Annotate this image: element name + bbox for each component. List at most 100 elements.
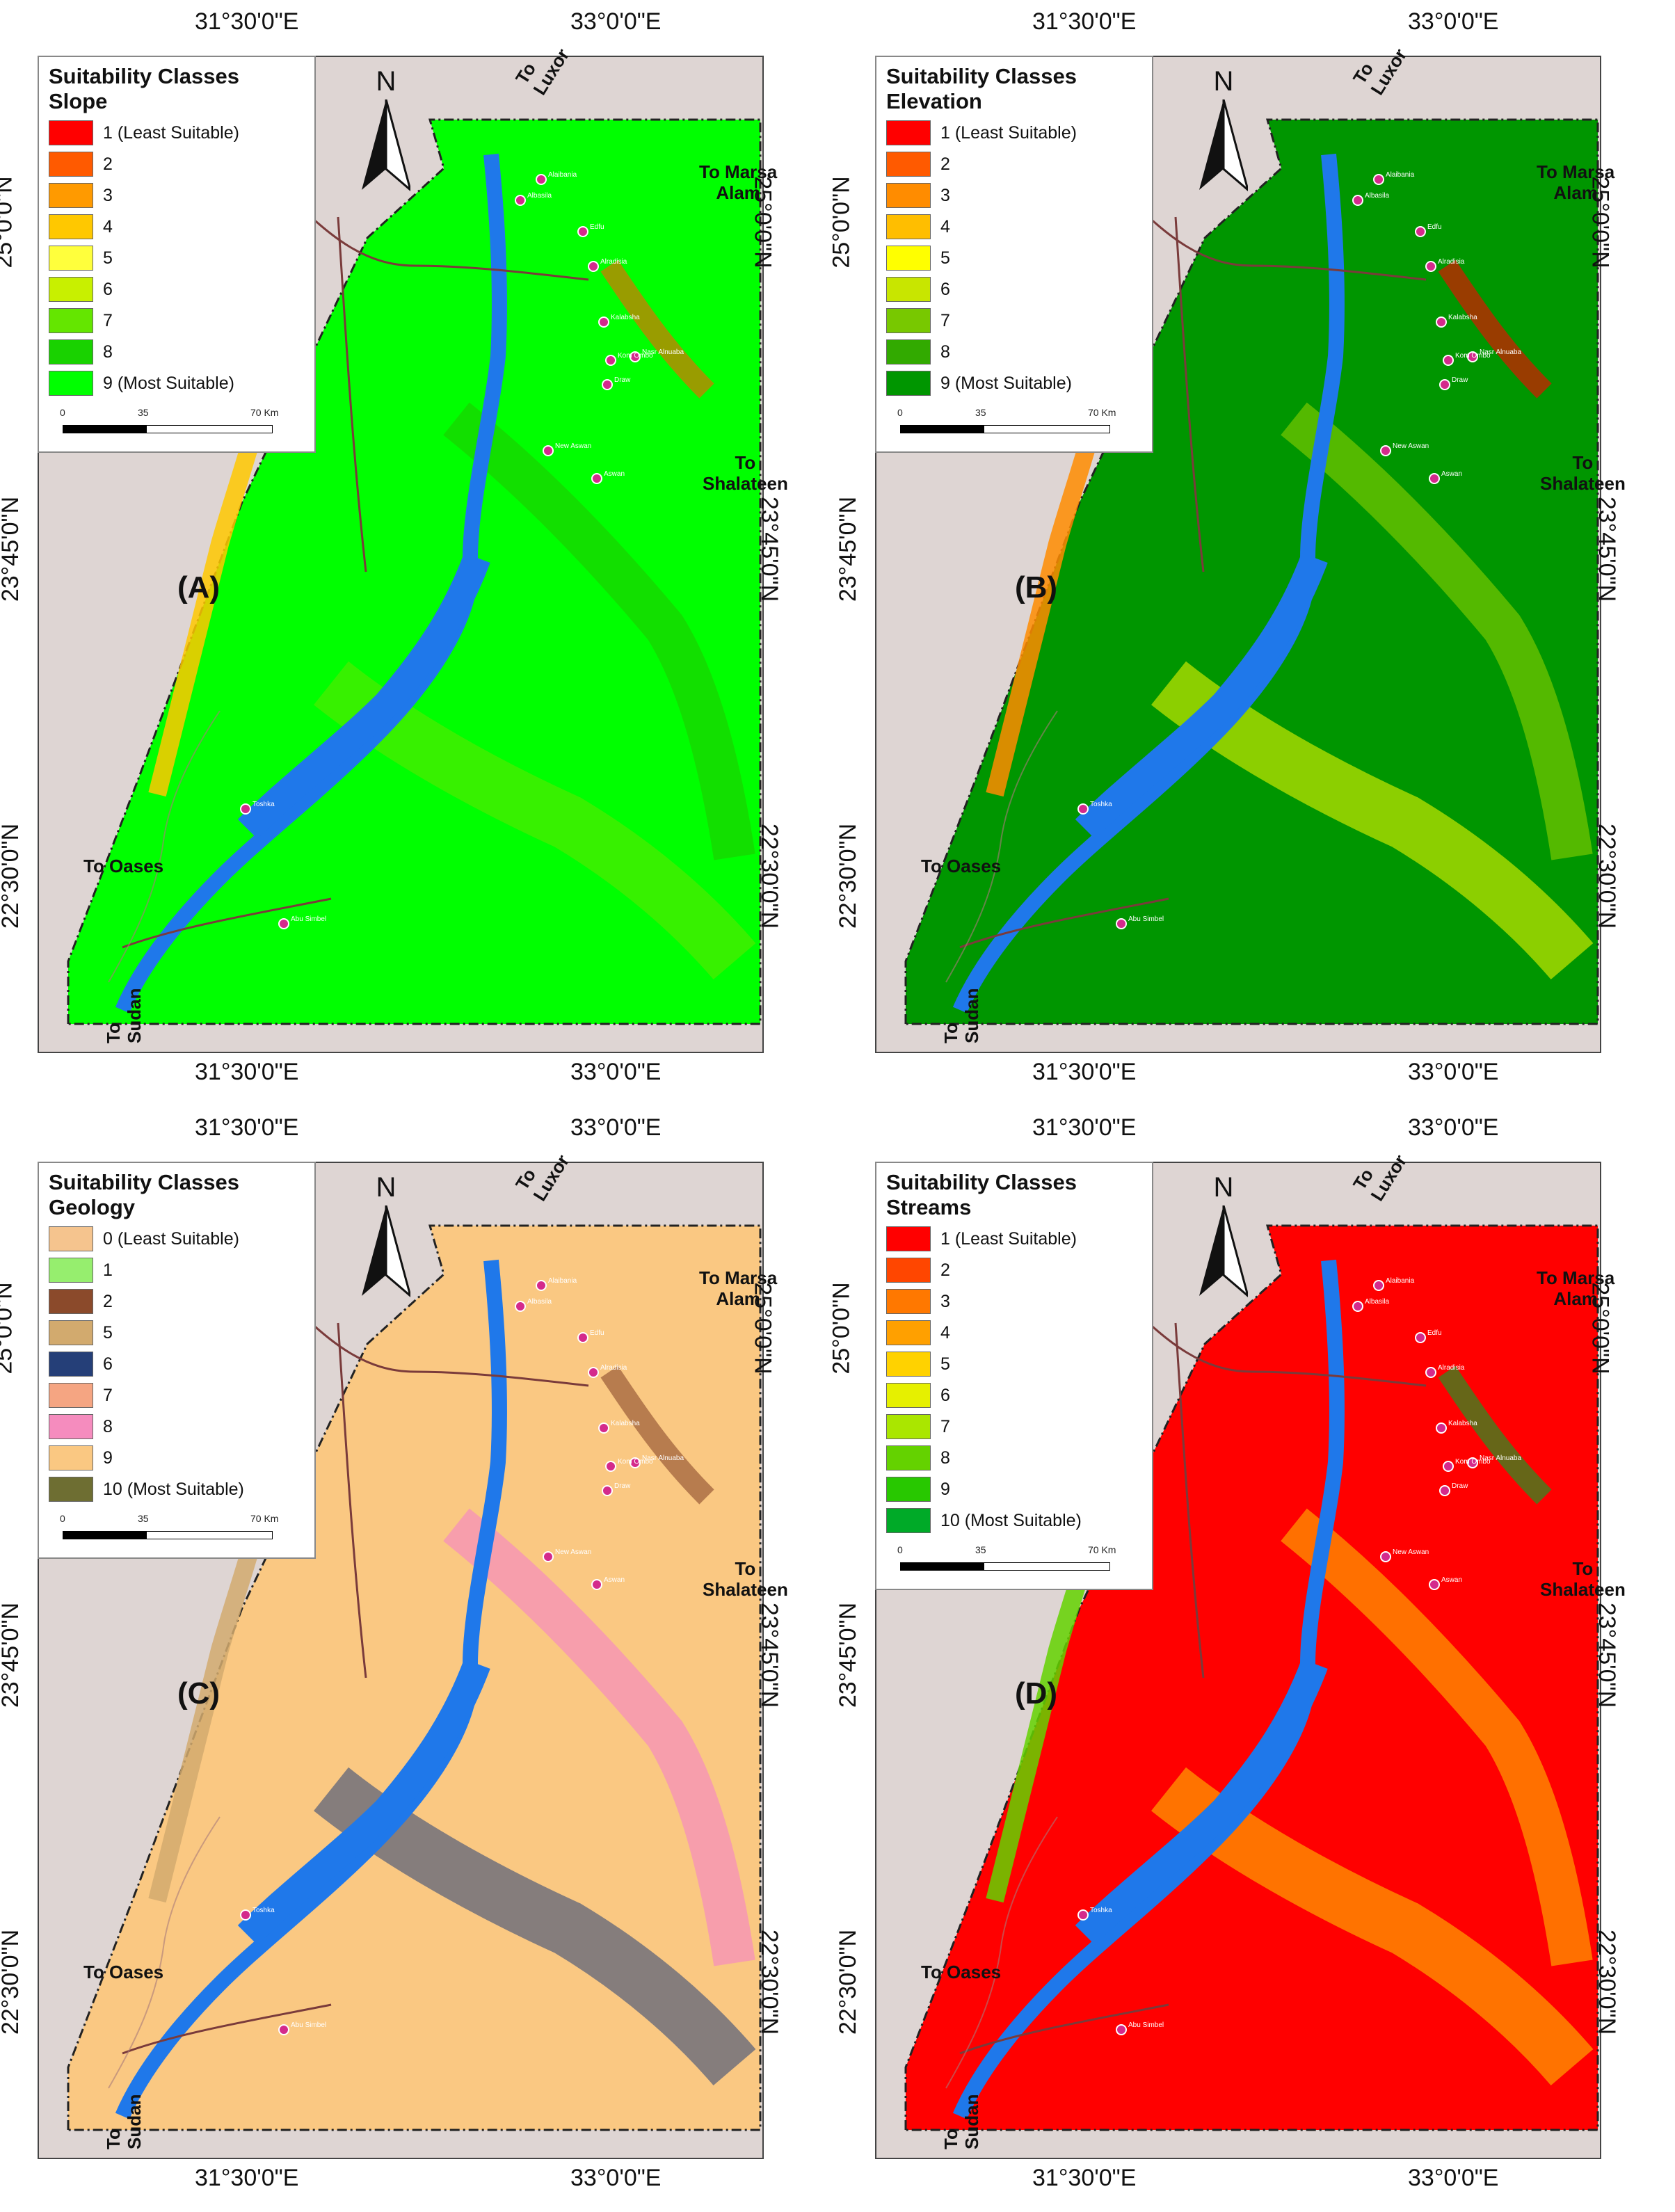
legend-item: 9 (Most Suitable): [49, 371, 305, 396]
legend-label: 5: [940, 248, 950, 268]
legend-swatch: [886, 1258, 931, 1283]
label-to-marsa-alam: To Marsa Alam: [1537, 1267, 1614, 1309]
legend-label: 3: [103, 185, 113, 205]
town-label: New Aswan: [1393, 442, 1429, 450]
legend-item: 8: [886, 1445, 1142, 1470]
legend-item: 8: [886, 339, 1142, 364]
town-marker: [1429, 1579, 1440, 1590]
town-label: Aswan: [1441, 470, 1463, 478]
lat-label-right-mid: 23°45'0"N: [1594, 1602, 1621, 1708]
legend-label: 1 (Least Suitable): [940, 1228, 1077, 1249]
panel-letter: (D): [1015, 1676, 1058, 1710]
legend-item: 8: [49, 1414, 305, 1439]
town-label: Abu Simbel: [1128, 915, 1164, 923]
town-label: Edfu: [590, 223, 604, 231]
town-marker: [1352, 1301, 1363, 1312]
town-label: Kom Ombo: [1455, 1458, 1491, 1466]
legend-label: 2: [103, 154, 113, 174]
legend-label: 10 (Most Suitable): [940, 1510, 1082, 1530]
legend-item: 1 (Least Suitable): [886, 120, 1142, 145]
legend-item: 1 (Least Suitable): [886, 1226, 1142, 1251]
town-label: Toshka: [1090, 801, 1112, 808]
town-marker: [598, 316, 609, 328]
legend-label: 7: [940, 310, 950, 330]
lat-label-left-bottom: 22°30'0"N: [835, 823, 862, 929]
town-marker: [1436, 316, 1447, 328]
legend-swatch: [886, 1445, 931, 1470]
town-label: Draw: [614, 376, 631, 384]
label-marsa-line1: To Marsa: [699, 161, 778, 182]
north-arrow-icon: [1199, 1205, 1248, 1297]
town-label: Draw: [1452, 376, 1468, 384]
north-arrow: N: [362, 66, 410, 191]
town-marker: [1415, 226, 1426, 237]
town-label: Nasr Alnuaba: [1480, 1454, 1522, 1462]
scale-tick: 70 Km: [250, 407, 279, 418]
town-marker: [630, 351, 641, 362]
legend-item: 7: [49, 308, 305, 333]
town-label: Albasila: [1365, 192, 1390, 200]
town-label: Alaibania: [1386, 171, 1415, 179]
label-marsa-line2: Alam: [716, 182, 760, 203]
legend-swatch: [886, 1320, 931, 1345]
north-arrow-icon: [1199, 99, 1248, 191]
scale-tick: 35: [975, 1544, 986, 1555]
legend-swatch: [886, 339, 931, 364]
town-marker: [1439, 1485, 1450, 1496]
town-marker: [1425, 1367, 1436, 1378]
legend-swatch: [886, 1352, 931, 1377]
legend-title: Suitability Classes: [49, 64, 239, 88]
map-frame: [38, 1162, 764, 2159]
legend-swatch: [49, 1352, 93, 1377]
label-to-shalateen: To Shalateen: [1540, 1558, 1626, 1600]
town-label: Aswan: [1441, 1576, 1463, 1584]
lat-label-left-top: 25°0'0"N: [0, 1282, 17, 1375]
legend-label: 3: [940, 185, 950, 205]
legend-subtitle: Streams: [886, 1195, 972, 1219]
legend-label: 1 (Least Suitable): [940, 122, 1077, 143]
label-to-sudan: To Sudan: [103, 988, 145, 1043]
town-label: Aswan: [604, 1576, 625, 1584]
label-sudan: Sudan: [961, 2094, 982, 2149]
town-label: Nasr Alnuaba: [642, 1454, 684, 1462]
legend-swatch: [49, 308, 93, 333]
legend-item: 10 (Most Suitable): [886, 1508, 1142, 1533]
town-label: Kom Ombo: [1455, 352, 1491, 360]
label-shalateen: Shalateen: [1540, 473, 1626, 494]
legend-swatch: [49, 339, 93, 364]
legend-label: 0 (Least Suitable): [103, 1228, 239, 1249]
town-marker: [591, 473, 602, 484]
legend-item: 2: [49, 152, 305, 177]
legend-swatch: [886, 1289, 931, 1314]
lon-label-bottom-right: 33°0'0"E: [1408, 2165, 1499, 2191]
lon-label-bottom-left: 31°30'0"E: [1032, 1059, 1137, 1085]
legend-swatch: [49, 246, 93, 271]
town-marker: [278, 2024, 289, 2035]
town-marker: [1077, 803, 1089, 815]
legend-swatch: [886, 371, 931, 396]
town-marker: [630, 1457, 641, 1468]
town-marker: [240, 1909, 251, 1921]
town-label: Nasr Alnuaba: [1480, 348, 1522, 356]
label-marsa-line2: Alam: [1553, 182, 1598, 203]
town-marker: [605, 1461, 616, 1472]
lat-label-left-top: 25°0'0"N: [828, 1282, 855, 1375]
town-marker: [602, 379, 613, 390]
legend-swatch: [49, 1477, 93, 1502]
legend-label: 5: [103, 248, 113, 268]
town-marker: [536, 1280, 547, 1291]
town-label: Edfu: [590, 1329, 604, 1337]
town-marker: [1467, 351, 1478, 362]
legend-item: 6: [886, 277, 1142, 302]
legend-swatch: [886, 1383, 931, 1408]
legend-swatch: [49, 1445, 93, 1470]
legend-label: 2: [940, 1260, 950, 1280]
label-sudan-to: To: [103, 1023, 124, 1043]
legend-swatch: [49, 152, 93, 177]
lon-label-bottom-left: 31°30'0"E: [195, 1059, 299, 1085]
legend-swatch: [49, 1226, 93, 1251]
town-marker: [1439, 379, 1450, 390]
label-sudan-to: To: [103, 2129, 124, 2149]
legend-label: 8: [940, 342, 950, 362]
label-to-oases: To Oases: [83, 1962, 164, 1982]
